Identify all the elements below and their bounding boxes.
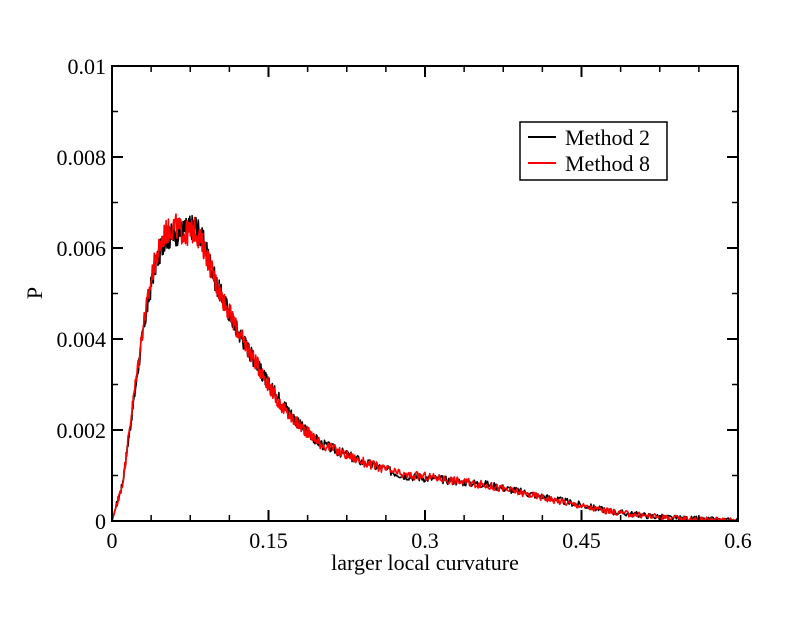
x-tick-label: 0 [107, 528, 118, 553]
y-tick-label: 0.006 [57, 236, 107, 261]
x-axis-label: larger local curvature [331, 550, 519, 575]
x-tick-label: 0.6 [724, 528, 752, 553]
series-line-method-8 [111, 213, 739, 522]
y-tick-label: 0.01 [68, 54, 107, 79]
y-tick-label: 0.004 [57, 327, 107, 352]
axis-tick-labels: 0 0.15 0.3 0.45 0.6 0 0.002 0.004 0.006 0.008 0.01 [57, 54, 752, 553]
legend: Method 2 Method 8 [519, 121, 668, 181]
axis-ticks [111, 65, 739, 522]
x-tick-label: 0.15 [249, 528, 288, 553]
x-tick-label: 0.3 [411, 528, 439, 553]
y-tick-label: 0 [95, 509, 106, 534]
legend-label-method-2: Method 2 [565, 125, 650, 150]
y-tick-label: 0.002 [57, 418, 107, 443]
y-axis-label: P [22, 287, 47, 299]
x-tick-label: 0.45 [562, 528, 601, 553]
legend-box [519, 121, 668, 181]
plot-area [111, 213, 739, 522]
y-tick-label: 0.008 [57, 145, 107, 170]
legend-label-method-8: Method 8 [565, 151, 650, 176]
